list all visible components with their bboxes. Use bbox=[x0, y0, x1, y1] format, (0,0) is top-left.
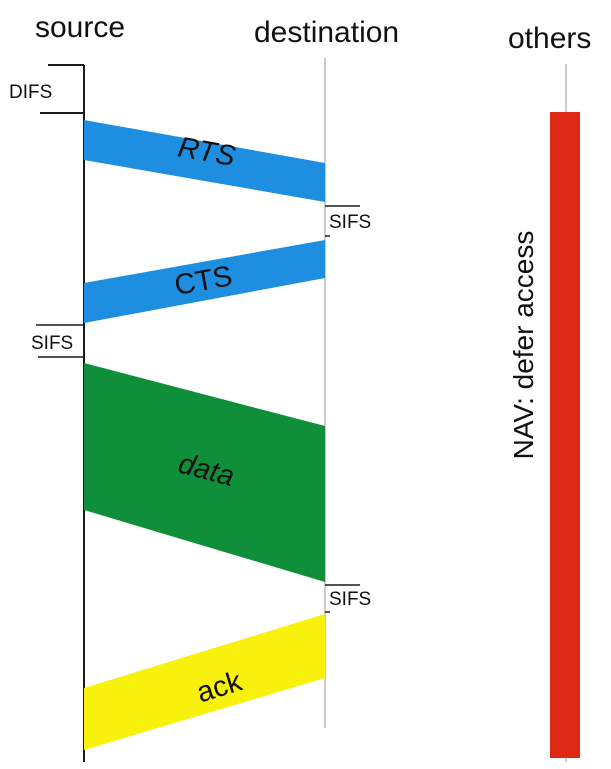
others-column-header: others bbox=[508, 22, 591, 55]
destination-column-header: destination bbox=[254, 16, 399, 49]
cts-frame bbox=[84, 240, 325, 323]
sifs-interval-after-rts: SIFS bbox=[325, 205, 371, 237]
nav-bar bbox=[550, 112, 580, 758]
nav-label: NAV: defer access bbox=[508, 231, 539, 460]
rts-frame bbox=[84, 120, 325, 202]
ack-frame bbox=[84, 614, 325, 750]
difs-label: DIFS bbox=[9, 82, 52, 103]
sifs-interval-after-cts: SIFS bbox=[31, 324, 84, 358]
sifs-interval-after-data: SIFS bbox=[325, 584, 371, 613]
sifs-label-after-data: SIFS bbox=[329, 589, 371, 610]
sifs-label-after-cts: SIFS bbox=[31, 333, 73, 354]
difs-interval: DIFS bbox=[9, 64, 84, 114]
sifs-label-after-rts: SIFS bbox=[329, 212, 371, 233]
source-column-header: source bbox=[35, 11, 125, 44]
data-frame bbox=[84, 363, 325, 582]
